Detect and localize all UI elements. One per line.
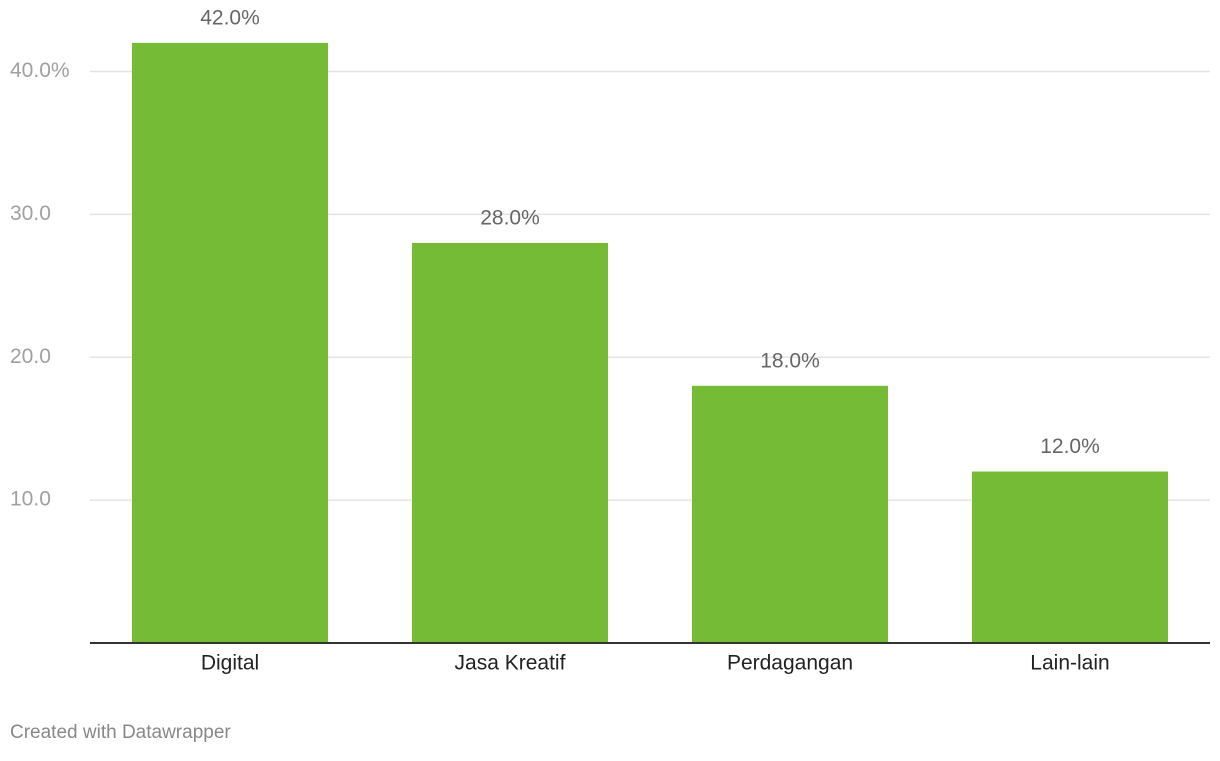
y-tick-label: 40.0% bbox=[10, 59, 70, 82]
bar bbox=[412, 242, 608, 643]
value-label: 42.0% bbox=[200, 6, 260, 29]
y-tick-label: 20.0 bbox=[10, 345, 51, 368]
bar bbox=[692, 385, 888, 643]
y-tick-label: 10.0 bbox=[10, 488, 51, 511]
value-label: 18.0% bbox=[760, 349, 820, 372]
footer: Created with Datawrapper bbox=[10, 722, 231, 743]
value-label: 28.0% bbox=[480, 206, 540, 229]
x-tick-label: Jasa Kreatif bbox=[455, 652, 566, 675]
x-tick-label: Digital bbox=[201, 652, 259, 675]
bar bbox=[972, 471, 1168, 643]
x-tick-label: Lain-lain bbox=[1030, 652, 1109, 675]
y-tick-label: 30.0 bbox=[10, 202, 51, 225]
value-label: 12.0% bbox=[1040, 435, 1100, 458]
bar bbox=[132, 42, 328, 644]
x-tick-label: Perdagangan bbox=[727, 652, 853, 675]
